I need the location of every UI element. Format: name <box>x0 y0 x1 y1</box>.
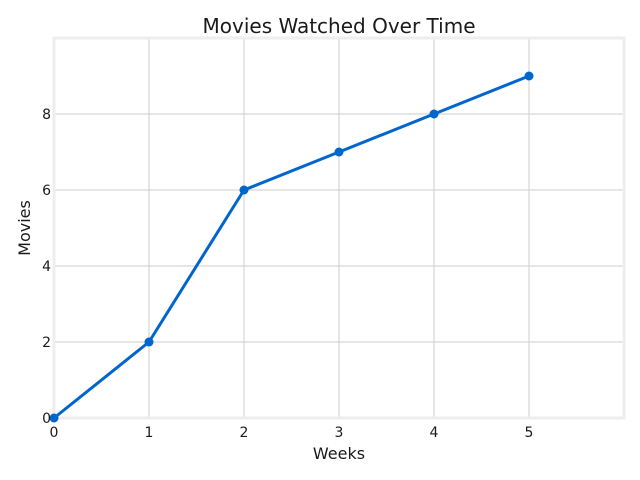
x-tick-label: 4 <box>430 425 439 441</box>
data-point <box>144 337 154 347</box>
x-axis-label: Weeks <box>313 444 365 463</box>
data-point <box>429 109 439 119</box>
x-tick-label: 1 <box>145 425 154 441</box>
series-layer <box>49 71 534 423</box>
y-tick-label: 4 <box>42 259 51 275</box>
data-point <box>524 71 534 81</box>
y-axis-label: Movies <box>15 200 34 256</box>
x-tick-label: 3 <box>335 425 344 441</box>
chart-title: Movies Watched Over Time <box>203 14 476 38</box>
x-tick-label: 5 <box>525 425 534 441</box>
x-tick-label: 2 <box>240 425 249 441</box>
grid-layer <box>53 38 624 419</box>
y-tick-label: 8 <box>42 107 51 123</box>
x-tick-label: 0 <box>50 425 59 441</box>
y-tick-label: 6 <box>42 183 51 199</box>
plot-frame <box>52 36 626 420</box>
data-point <box>49 413 59 423</box>
series-line <box>52 74 531 420</box>
x-tick-labels: 0 1 2 3 4 5 <box>50 425 534 441</box>
data-point <box>334 147 344 157</box>
y-tick-labels: 0 2 4 6 8 <box>42 107 51 427</box>
data-point <box>239 185 249 195</box>
y-tick-label: 2 <box>42 335 51 351</box>
y-tick-label: 0 <box>42 411 51 427</box>
